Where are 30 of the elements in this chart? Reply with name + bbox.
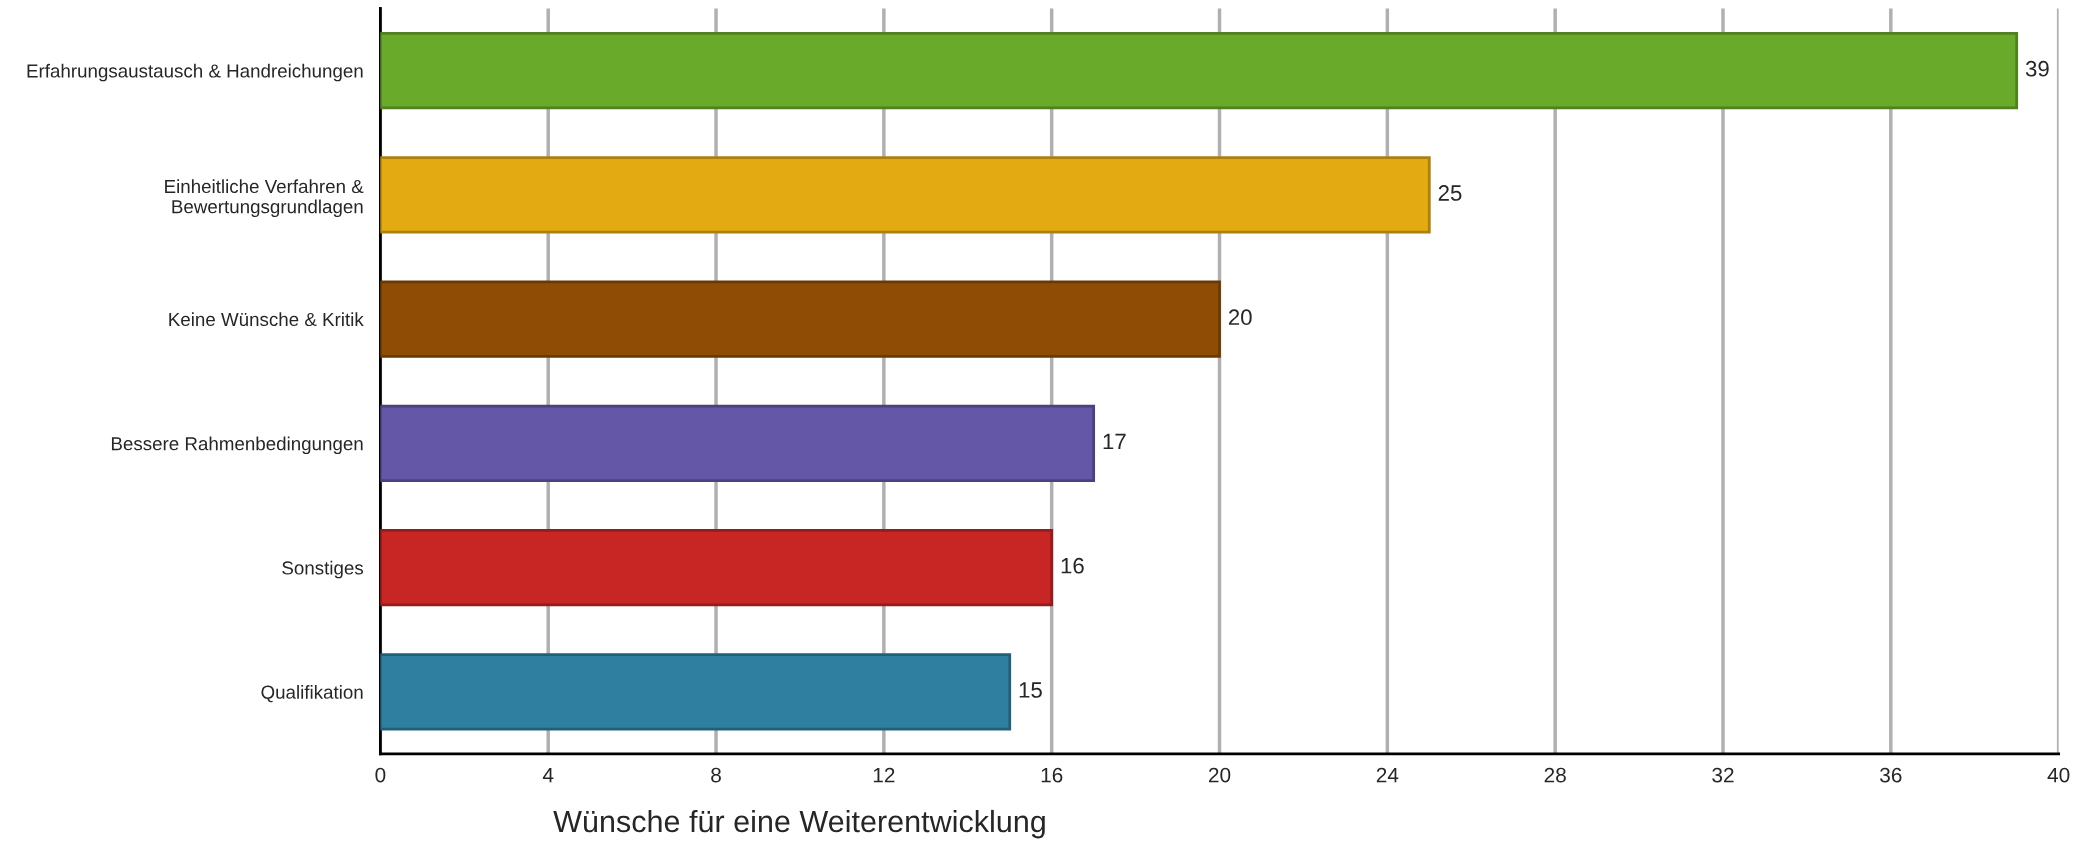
bar bbox=[380, 528, 1054, 607]
x-tick-label: 4 bbox=[542, 767, 554, 783]
bar bbox=[380, 404, 1096, 483]
x-tick-label: 20 bbox=[1208, 767, 1231, 783]
x-tick-label: 24 bbox=[1376, 767, 1399, 783]
bar bbox=[380, 653, 1012, 731]
data-label: 20 bbox=[1228, 309, 1252, 326]
data-label: 39 bbox=[2025, 60, 2049, 77]
x-tick-label: 0 bbox=[375, 767, 386, 783]
y-tick-label: Qualifikation bbox=[261, 685, 363, 703]
data-label: 25 bbox=[1438, 185, 1462, 201]
data-label: 17 bbox=[1103, 433, 1126, 450]
x-tick-label: 40 bbox=[2047, 767, 2070, 783]
data-label: 15 bbox=[1019, 682, 1042, 698]
x-tick-label: 28 bbox=[1544, 767, 1566, 783]
data-label: 16 bbox=[1061, 557, 1084, 574]
y-tick-label: Einheitliche Verfahren & Bewertungsgrundlagen bbox=[165, 179, 364, 218]
y-tick-label: Sonstiges bbox=[282, 560, 364, 579]
y-tick-label: Keine Wünsche & Kritik bbox=[169, 312, 364, 327]
x-tick-label: 36 bbox=[1880, 767, 1902, 783]
x-tick-label: 32 bbox=[1712, 767, 1734, 783]
y-tick-label: Erfahrungsaustausch & Handreichungen bbox=[27, 63, 363, 82]
bar bbox=[380, 31, 2019, 110]
x-tick-label: 12 bbox=[873, 767, 895, 783]
x-axis-title: Wünsche für eine Weiterentwicklung bbox=[553, 809, 1045, 839]
y-tick-label: Bessere Rahmenbedingungen bbox=[111, 436, 363, 455]
x-tick-label: 16 bbox=[1041, 767, 1063, 783]
bar bbox=[380, 156, 1431, 234]
x-tick-label: 8 bbox=[711, 767, 721, 783]
bar bbox=[380, 280, 1221, 358]
